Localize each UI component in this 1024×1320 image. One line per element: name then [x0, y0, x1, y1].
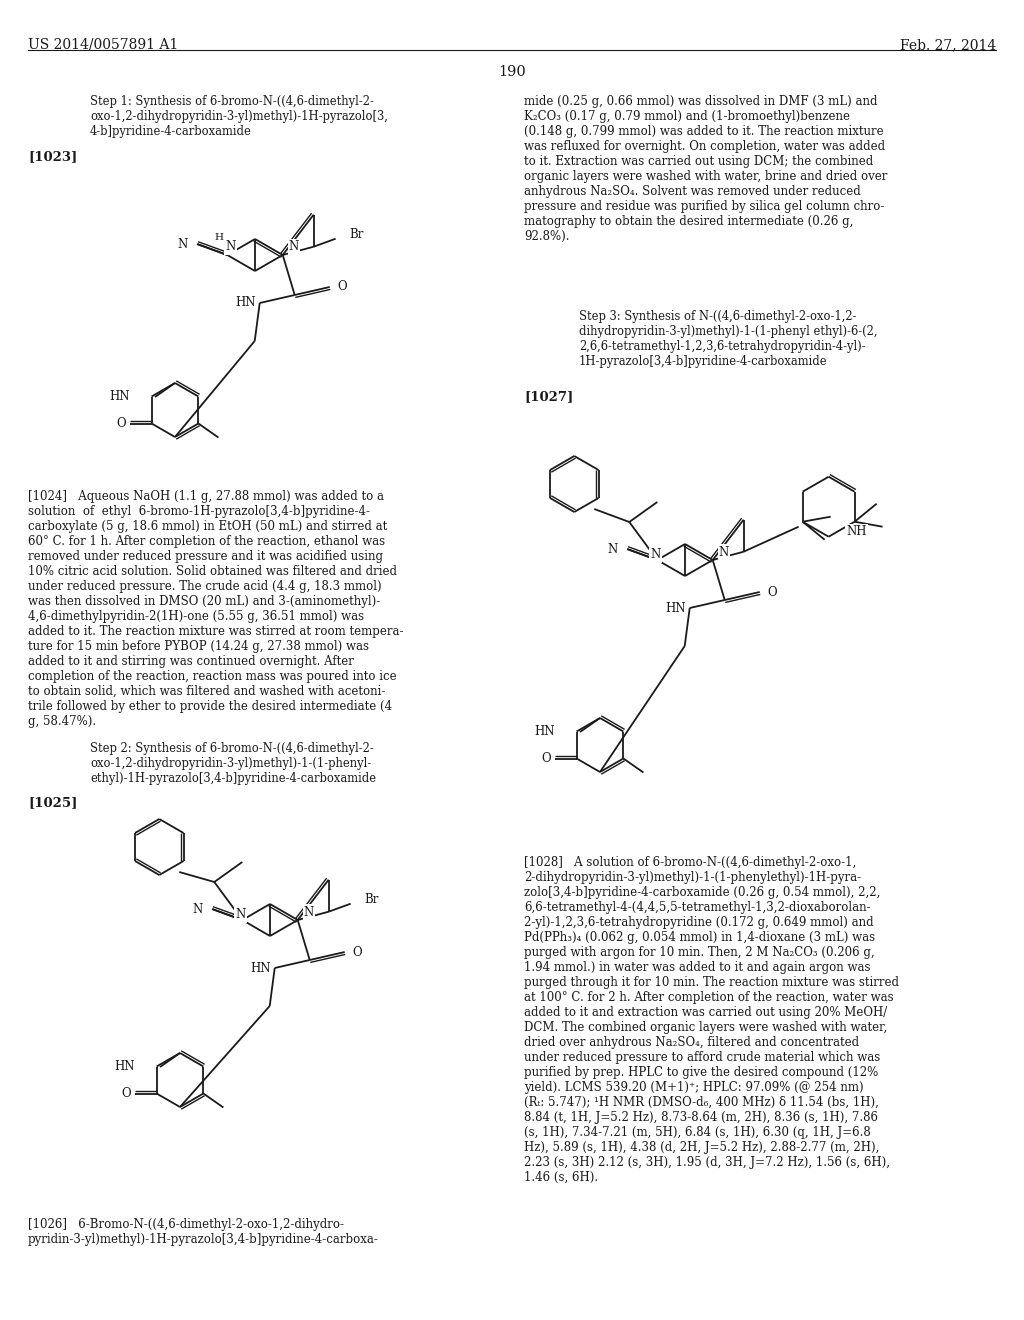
- Text: N: N: [225, 240, 236, 253]
- Text: N: N: [236, 908, 246, 921]
- Text: HN: HN: [666, 602, 686, 615]
- Text: [1028]   A solution of 6-bromo-N-((4,6-dimethyl-2-oxo-1,
2-dihydropyridin-3-yl)m: [1028] A solution of 6-bromo-N-((4,6-dim…: [524, 855, 899, 1184]
- Text: N: N: [177, 238, 187, 251]
- Text: [1027]: [1027]: [524, 389, 573, 403]
- Text: N: N: [650, 549, 660, 561]
- Text: Br: Br: [365, 894, 379, 907]
- Text: [1024]   Aqueous NaOH (1.1 g, 27.88 mmol) was added to a
solution  of  ethyl  6-: [1024] Aqueous NaOH (1.1 g, 27.88 mmol) …: [28, 490, 403, 729]
- Text: O: O: [122, 1086, 131, 1100]
- Text: O: O: [542, 752, 552, 766]
- Text: [1023]: [1023]: [28, 150, 77, 162]
- Text: [1025]: [1025]: [28, 796, 78, 809]
- Text: Step 3: Synthesis of N-((4,6-dimethyl-2-oxo-1,2-
dihydropyridin-3-yl)methyl)-1-(: Step 3: Synthesis of N-((4,6-dimethyl-2-…: [579, 310, 878, 368]
- Text: HN: HN: [110, 389, 130, 403]
- Text: Step 2: Synthesis of 6-bromo-N-((4,6-dimethyl-2-
oxo-1,2-dihydropyridin-3-yl)met: Step 2: Synthesis of 6-bromo-N-((4,6-dim…: [90, 742, 376, 785]
- Text: N: N: [607, 543, 617, 556]
- Text: mide (0.25 g, 0.66 mmol) was dissolved in DMF (3 mL) and
K₂CO₃ (0.17 g, 0.79 mmo: mide (0.25 g, 0.66 mmol) was dissolved i…: [524, 95, 888, 243]
- Text: O: O: [338, 281, 347, 293]
- Text: HN: HN: [535, 725, 555, 738]
- Text: HN: HN: [250, 961, 270, 974]
- Text: Feb. 27, 2014: Feb. 27, 2014: [900, 38, 996, 51]
- Text: Step 1: Synthesis of 6-bromo-N-((4,6-dimethyl-2-
oxo-1,2-dihydropyridin-3-yl)met: Step 1: Synthesis of 6-bromo-N-((4,6-dim…: [90, 95, 388, 139]
- Text: N: N: [719, 545, 729, 558]
- Text: N: N: [304, 906, 314, 919]
- Text: H: H: [215, 232, 224, 242]
- Text: 190: 190: [498, 65, 526, 79]
- Text: NH: NH: [847, 525, 867, 539]
- Text: US 2014/0057891 A1: US 2014/0057891 A1: [28, 38, 178, 51]
- Text: HN: HN: [236, 297, 256, 309]
- Text: O: O: [352, 945, 362, 958]
- Text: Br: Br: [349, 228, 364, 242]
- Text: N: N: [191, 903, 202, 916]
- Text: O: O: [768, 586, 777, 598]
- Text: HN: HN: [114, 1060, 134, 1073]
- Text: N: N: [289, 240, 299, 253]
- Text: [1026]   6-Bromo-N-((4,6-dimethyl-2-oxo-1,2-dihydro-
pyridin-3-yl)methyl)-1H-pyr: [1026] 6-Bromo-N-((4,6-dimethyl-2-oxo-1,…: [28, 1218, 379, 1246]
- Text: O: O: [117, 417, 126, 430]
